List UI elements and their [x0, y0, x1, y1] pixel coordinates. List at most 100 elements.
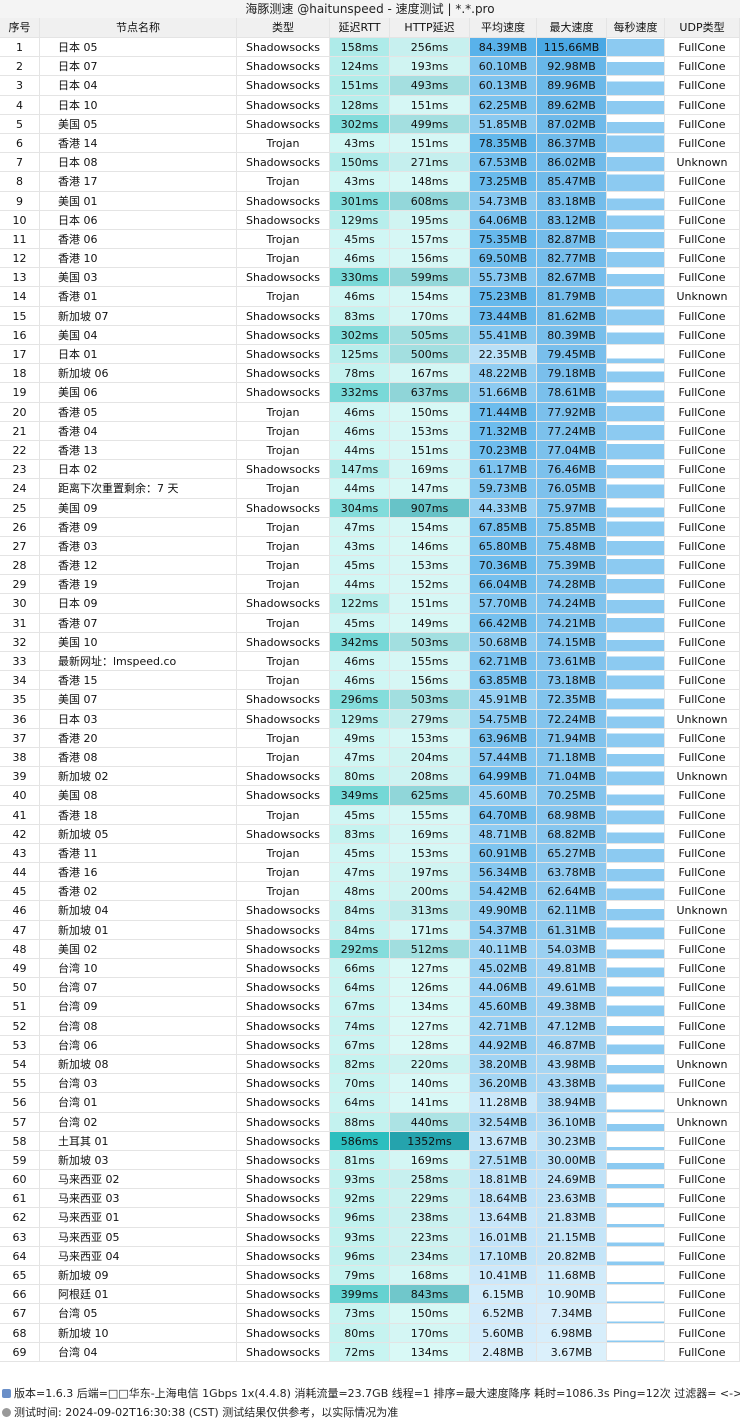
max-speed: 86.37MB [537, 133, 607, 154]
udp-cell: FullCone [665, 728, 740, 748]
index-cell: 60 [0, 1170, 40, 1190]
udp-cell: FullCone [665, 249, 740, 269]
avg-speed: 22.35MB [470, 345, 537, 365]
avg-speed: 62.25MB [470, 95, 537, 115]
index-cell: 14 [0, 287, 40, 307]
rtt-cell: 74ms [330, 1016, 390, 1036]
max-speed: 62.11MB [537, 901, 607, 921]
node-name: 美国 02 [40, 939, 237, 959]
header-cell: 每秒速度 [607, 18, 665, 38]
node-name: 新加坡 03 [40, 1150, 237, 1171]
index-cell: 44 [0, 863, 40, 883]
type-cell: Trojan [237, 805, 330, 825]
http-cell: 128ms [390, 1035, 470, 1055]
index-cell: 63 [0, 1227, 40, 1247]
node-name: 香港 04 [40, 421, 237, 441]
udp-cell: FullCone [665, 402, 740, 422]
node-name: 日本 07 [40, 57, 237, 77]
udp-cell: FullCone [665, 383, 740, 403]
table-row: 29 香港 19 Trojan 44ms 152ms 66.04MB 74.28MB Full… [0, 575, 740, 595]
header-cell: 平均速度 [470, 18, 537, 38]
table-row: 53 台湾 06 Shadowsocks 67ms 128ms 44.92MB 46.87M… [0, 1035, 740, 1055]
max-speed: 38.94MB [537, 1093, 607, 1113]
type-cell: Shadowsocks [237, 1189, 330, 1209]
speed-sparkline [607, 153, 665, 173]
udp-cell: FullCone [665, 1074, 740, 1094]
avg-speed: 18.81MB [470, 1170, 537, 1190]
index-cell: 48 [0, 939, 40, 959]
table-row: 37 香港 20 Trojan 49ms 153ms 63.96MB 71.94MB Full… [0, 728, 740, 748]
index-cell: 65 [0, 1266, 40, 1286]
http-cell: 156ms [390, 249, 470, 269]
avg-speed: 44.06MB [470, 978, 537, 998]
max-speed: 74.15MB [537, 632, 607, 652]
index-cell: 25 [0, 498, 40, 518]
max-speed: 68.98MB [537, 805, 607, 825]
index-cell: 67 [0, 1304, 40, 1324]
http-cell: 200ms [390, 882, 470, 902]
max-speed: 81.79MB [537, 287, 607, 307]
table-row: 55 台湾 03 Shadowsocks 70ms 140ms 36.20MB 43.38M… [0, 1074, 740, 1094]
index-cell: 35 [0, 690, 40, 710]
speed-sparkline [607, 959, 665, 979]
index-cell: 16 [0, 325, 40, 345]
index-cell: 38 [0, 747, 40, 768]
udp-cell: Unknown [665, 1093, 740, 1113]
udp-cell: FullCone [665, 172, 740, 192]
max-speed: 72.24MB [537, 709, 607, 729]
udp-cell: FullCone [665, 920, 740, 940]
index-cell: 34 [0, 671, 40, 691]
rtt-cell: 125ms [330, 345, 390, 365]
speed-sparkline [607, 345, 665, 365]
avg-speed: 65.80MB [470, 536, 537, 557]
avg-speed: 45.60MB [470, 786, 537, 806]
type-cell: Shadowsocks [237, 1266, 330, 1286]
max-speed: 36.10MB [537, 1112, 607, 1132]
table-row: 35 美国 07 Shadowsocks 296ms 503ms 45.91MB 72.35… [0, 690, 740, 710]
http-cell: 843ms [390, 1285, 470, 1305]
rtt-cell: 46ms [330, 249, 390, 269]
rtt-cell: 83ms [330, 306, 390, 326]
avg-speed: 59.73MB [470, 479, 537, 499]
node-name: 新加坡 09 [40, 1266, 237, 1286]
node-name: 台湾 05 [40, 1304, 237, 1324]
table-row: 65 新加坡 09 Shadowsocks 79ms 168ms 10.41MB 11.68… [0, 1266, 740, 1286]
speed-sparkline [607, 402, 665, 422]
type-cell: Trojan [237, 517, 330, 537]
header-cell: UDP类型 [665, 18, 740, 38]
table-row: 36 日本 03 Shadowsocks 129ms 279ms 54.75MB 72.24… [0, 709, 740, 729]
speed-sparkline [607, 786, 665, 806]
avg-speed: 44.92MB [470, 1035, 537, 1055]
http-cell: 170ms [390, 1323, 470, 1343]
speed-sparkline [607, 114, 665, 134]
max-speed: 71.04MB [537, 767, 607, 787]
type-cell: Shadowsocks [237, 1342, 330, 1362]
type-cell: Trojan [237, 421, 330, 441]
index-cell: 54 [0, 1054, 40, 1075]
speed-sparkline [607, 229, 665, 250]
index-cell: 23 [0, 460, 40, 480]
rtt-cell: 45ms [330, 613, 390, 633]
rtt-cell: 79ms [330, 1266, 390, 1286]
type-cell: Shadowsocks [237, 1227, 330, 1247]
type-cell: Trojan [237, 882, 330, 902]
udp-cell: FullCone [665, 1285, 740, 1305]
index-cell: 41 [0, 805, 40, 825]
speed-sparkline [607, 709, 665, 729]
index-cell: 47 [0, 920, 40, 940]
speed-sparkline [607, 364, 665, 384]
node-name: 马来西亚 05 [40, 1227, 237, 1247]
max-speed: 81.62MB [537, 306, 607, 326]
speed-sparkline [607, 38, 665, 58]
http-cell: 208ms [390, 767, 470, 787]
node-name: 日本 01 [40, 345, 237, 365]
avg-speed: 64.70MB [470, 805, 537, 825]
node-name: 台湾 07 [40, 978, 237, 998]
avg-speed: 49.90MB [470, 901, 537, 921]
type-cell: Shadowsocks [237, 767, 330, 787]
udp-cell: FullCone [665, 1150, 740, 1171]
table-row: 69 台湾 04 Shadowsocks 72ms 134ms 2.48MB 3.67MB F… [0, 1342, 740, 1362]
max-speed: 63.78MB [537, 863, 607, 883]
type-cell: Trojan [237, 536, 330, 557]
table-row: 15 新加坡 07 Shadowsocks 83ms 170ms 73.44MB 81.62… [0, 306, 740, 326]
